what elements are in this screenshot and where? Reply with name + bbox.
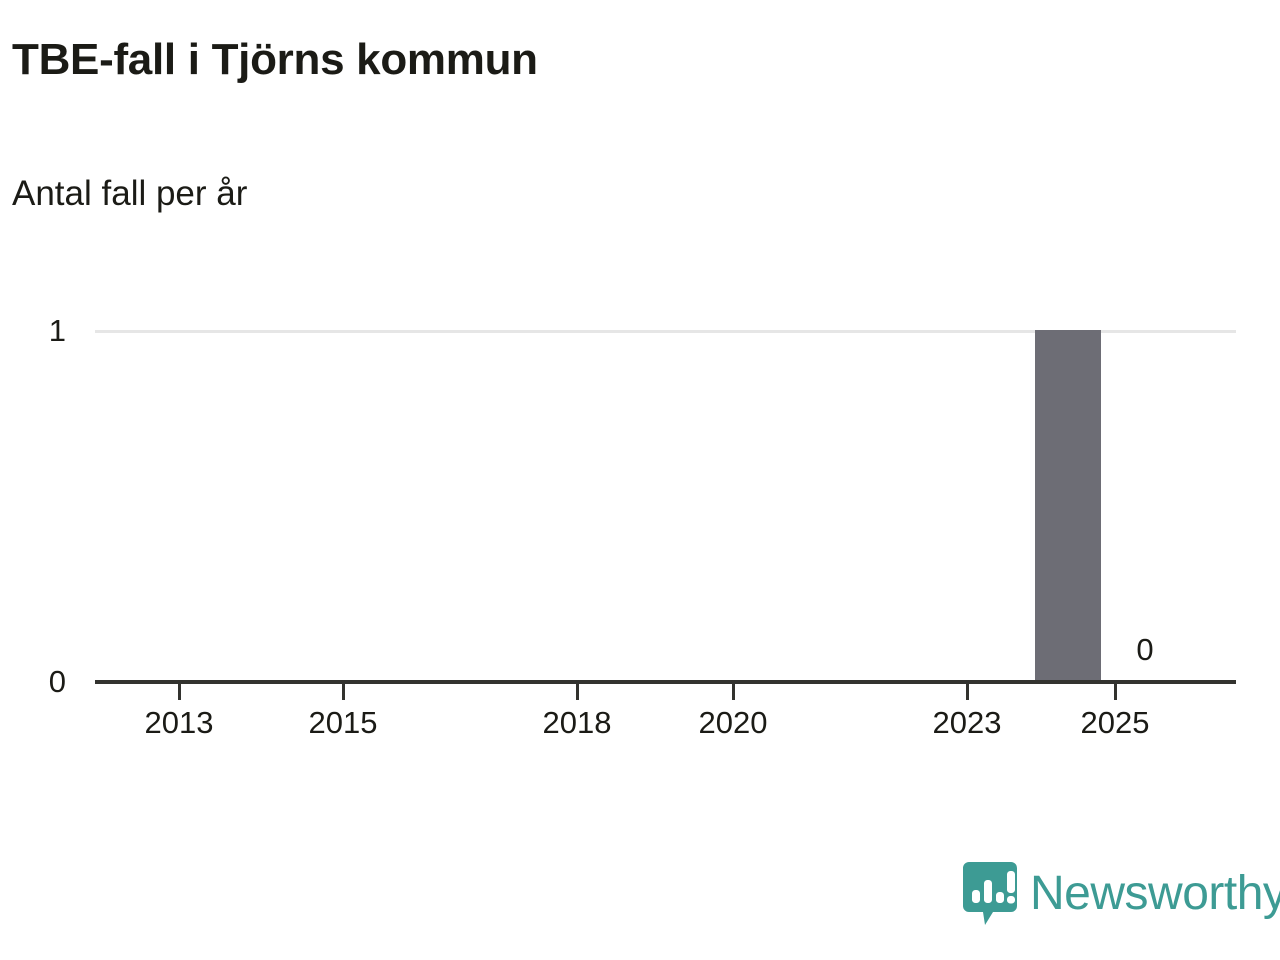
bar-value-label-2025: 0 [1136, 632, 1154, 667]
bar-chart-plot-area: 1 0 2013 2015 2018 2020 2023 2025 0 [48, 313, 1236, 740]
x-tick-mark-2020 [732, 684, 735, 700]
x-tick-label-2020: 2020 [698, 705, 768, 740]
x-tick-label-2013: 2013 [144, 705, 214, 740]
chart-subtitle: Antal fall per år [12, 174, 248, 213]
x-tick-mark-2018 [576, 684, 579, 700]
x-tick-label-2025: 2025 [1080, 705, 1150, 740]
bar-2024[interactable] [1035, 330, 1101, 680]
newsworthy-wordmark: Newsworthy [1030, 867, 1280, 920]
x-axis-baseline [95, 680, 1236, 684]
newsworthy-bars-speech-bubble-icon [963, 862, 1017, 926]
x-tick-label-2018: 2018 [542, 705, 612, 740]
x-tick-label-2023: 2023 [932, 705, 1002, 740]
y-tick-label-0: 0 [48, 664, 66, 699]
page-title: TBE-fall i Tjörns kommun [12, 35, 538, 84]
x-tick-mark-2025 [1114, 684, 1117, 700]
x-tick-mark-2015 [342, 684, 345, 700]
newsworthy-logo: Newsworthy [963, 862, 1280, 926]
x-tick-mark-2013 [178, 684, 181, 700]
x-tick-mark-2023 [966, 684, 969, 700]
gridline-y-1 [95, 330, 1236, 333]
y-tick-label-1: 1 [48, 313, 66, 348]
x-tick-label-2015: 2015 [308, 705, 378, 740]
